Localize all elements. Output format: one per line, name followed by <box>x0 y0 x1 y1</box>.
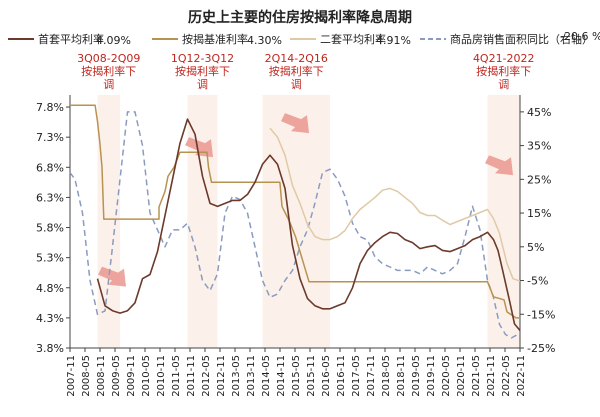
legend-value-label: 4.30% <box>247 34 282 47</box>
y-left-tick-label: 5.3% <box>36 252 64 265</box>
x-tick-label: 2011-05 <box>171 355 182 397</box>
y-right-tick-label: 5% <box>527 241 544 254</box>
x-tick-label: 2009-11 <box>126 355 137 397</box>
y-right-tick-label: 45% <box>527 106 551 119</box>
period-label-2-2: 调 <box>291 78 302 91</box>
period-annotations: 3Q08-2Q09按揭利率下调1Q12-3Q12按揭利率下调2Q14-2Q16按… <box>77 52 535 287</box>
period-label-1-2: 调 <box>197 78 208 91</box>
legend-value-label: -20.6 % <box>560 30 600 43</box>
series-line-1 <box>70 104 520 319</box>
x-tick-label: 2013-11 <box>246 355 257 397</box>
x-tick-label: 2008-05 <box>81 355 92 397</box>
x-tick-label: 2017-11 <box>366 355 377 397</box>
x-tick-label: 2011-11 <box>186 355 197 397</box>
y-left-tick-label: 4.3% <box>36 312 64 325</box>
x-tick-label: 2021-11 <box>486 355 497 397</box>
legend-label: 商品房销售面积同比（右轴） <box>450 32 593 46</box>
x-tick-label: 2022-05 <box>501 355 512 397</box>
y-left-tick-label: 7.8% <box>36 101 64 114</box>
shaded-periods <box>97 95 520 348</box>
y-right-tick-label: -15% <box>527 308 555 321</box>
trend-arrow-icon <box>98 266 127 287</box>
period-label-3-1: 按揭利率下 <box>476 64 531 78</box>
axes: 7.8% 7.3% 6.8% 6.3% 5.8% 5.3% 4.8% 4.3% 3.8% 45% 3… <box>36 95 555 397</box>
shaded-period-0 <box>97 95 121 348</box>
x-tick-label: 2020-05 <box>441 355 452 397</box>
x-tick-label: 2016-05 <box>321 355 332 397</box>
x-tick-label: 2014-11 <box>276 355 287 397</box>
period-label-3-0: 4Q21-2022 <box>473 52 535 65</box>
x-tick-label: 2012-11 <box>216 355 227 397</box>
period-label-1-0: 1Q12-3Q12 <box>171 52 234 65</box>
x-tick-label: 2015-11 <box>306 355 317 397</box>
x-tick-label: 2016-11 <box>336 355 347 397</box>
period-label-1-1: 按揭利率下 <box>175 64 230 78</box>
y-right-tick-label: 15% <box>527 207 551 220</box>
period-label-0-1: 按揭利率下 <box>81 64 136 78</box>
y-right-tick-label: -5% <box>527 275 548 288</box>
x-tick-label: 2008-11 <box>96 355 107 397</box>
x-tick-label: 2022-11 <box>516 355 527 397</box>
legend: 首套平均利率 按揭基准利率 二套平均利率 商品房销售面积同比（右轴） 4.09% 4.30… <box>8 30 600 47</box>
legend-label: 二套平均利率 <box>320 32 386 46</box>
period-label-2-0: 2Q14-2Q16 <box>265 52 328 65</box>
x-tick-label: 2015-05 <box>291 355 302 397</box>
shaded-period-2 <box>262 95 331 348</box>
shaded-period-3 <box>487 95 520 348</box>
period-label-0-0: 3Q08-2Q09 <box>77 52 140 65</box>
x-tick-label: 2014-05 <box>261 355 272 397</box>
x-tick-label: 2013-05 <box>231 355 242 397</box>
y-left-tick-label: 4.8% <box>36 282 64 295</box>
x-tick-label: 2007-11 <box>66 355 77 397</box>
chart-title: 历史上主要的住房按揭利率降息周期 <box>188 9 412 26</box>
legend-label: 按揭基准利率 <box>182 32 248 46</box>
y-right-tick-label: 25% <box>527 173 551 186</box>
shaded-period-1 <box>187 95 218 348</box>
legend-value-label: 4.09% <box>96 34 131 47</box>
y-left-tick-label: 3.8% <box>36 342 64 355</box>
x-tick-label: 2018-05 <box>381 355 392 397</box>
y-left-tick-label: 6.3% <box>36 191 64 204</box>
series-line-0 <box>96 118 521 332</box>
x-tick-label: 2019-05 <box>411 355 422 397</box>
legend-label: 首套平均利率 <box>38 32 104 46</box>
period-label-0-2: 调 <box>103 78 114 91</box>
x-tick-label: 2021-05 <box>471 355 482 397</box>
x-tick-label: 2020-11 <box>456 355 467 397</box>
y-right-tick-label: -25% <box>527 342 555 355</box>
series-lines <box>69 104 521 339</box>
x-tick-label: 2018-11 <box>396 355 407 397</box>
period-label-3-2: 调 <box>498 78 509 91</box>
legend-value-label: 4.91% <box>376 34 411 47</box>
x-tick-label: 2010-11 <box>156 355 167 397</box>
y-left-tick-label: 7.3% <box>36 131 64 144</box>
y-right-tick-label: 35% <box>527 140 551 153</box>
x-tick-label: 2009-05 <box>111 355 122 397</box>
y-left-tick-label: 5.8% <box>36 222 64 235</box>
x-tick-label: 2010-05 <box>141 355 152 397</box>
trend-arrow-icon <box>485 155 514 176</box>
period-label-2-1: 按揭利率下 <box>269 64 324 78</box>
x-tick-label: 2017-05 <box>351 355 362 397</box>
trend-arrow-icon <box>281 113 310 134</box>
y-left-tick-label: 6.8% <box>36 161 64 174</box>
x-tick-label: 2012-05 <box>201 355 212 397</box>
x-tick-label: 2019-11 <box>426 355 437 397</box>
series-line-2 <box>269 127 521 282</box>
